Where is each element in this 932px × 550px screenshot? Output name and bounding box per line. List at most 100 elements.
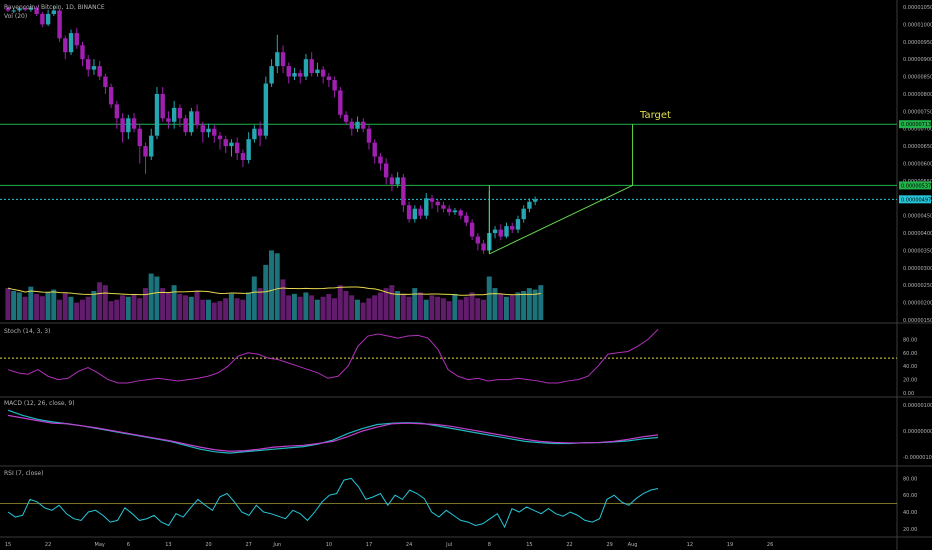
- candle-body: [68, 33, 74, 53]
- candle-body: [504, 226, 509, 237]
- candle-body: [469, 222, 475, 237]
- price-badge-label: 0.00000497: [901, 197, 931, 203]
- volume-bar: [108, 301, 114, 320]
- macd-tick-neg: -0.00000100: [903, 455, 932, 461]
- volume-bar: [320, 296, 326, 320]
- candle-body: [17, 8, 22, 11]
- volume-bar: [354, 299, 360, 320]
- rsi-tick-label: 80.00: [903, 476, 917, 482]
- macd-tick-pos: 0.00000100: [903, 403, 932, 409]
- target-label: Target: [640, 110, 671, 121]
- candle-body: [97, 66, 102, 77]
- candle-body: [120, 118, 125, 133]
- price-tick-label: 0.00000250: [903, 283, 932, 289]
- date-tick-label: 6: [127, 542, 130, 548]
- price-tick-label: 0.00000450: [903, 214, 932, 220]
- candle-body: [263, 83, 269, 136]
- volume-bar: [79, 299, 85, 320]
- volume-bar: [274, 253, 280, 320]
- volume-bar: [303, 292, 309, 320]
- volume-bar: [131, 293, 137, 320]
- volume-bar: [440, 298, 446, 320]
- volume-bar: [91, 291, 97, 320]
- stoch-title: Stoch (14, 3, 3): [4, 328, 51, 335]
- candle-body: [171, 107, 177, 122]
- date-tick-label: 8: [488, 542, 491, 548]
- rsi-line: [7, 477, 659, 529]
- candle-body: [194, 111, 200, 126]
- volume-bar: [458, 299, 464, 320]
- volume-bar: [142, 288, 148, 320]
- stoch-tick-label: 80.00: [903, 337, 917, 343]
- volume-bar: [102, 285, 108, 320]
- volume-bar: [120, 295, 125, 320]
- date-tick-label: May: [95, 542, 105, 548]
- volume-bar: [492, 288, 498, 320]
- volume-bar: [326, 293, 332, 320]
- candle-body: [51, 10, 57, 14]
- volume-bar: [171, 285, 177, 320]
- candle-body: [206, 128, 211, 133]
- volume-bar: [412, 288, 418, 320]
- candle-body: [34, 7, 39, 14]
- volume-bar: [74, 302, 80, 320]
- candle-body: [217, 135, 223, 140]
- date-tick-label: 17: [366, 542, 372, 548]
- volume-bar: [51, 289, 57, 320]
- volume-bar: [223, 298, 229, 320]
- candle-body: [452, 210, 458, 213]
- price-badge: [899, 195, 931, 204]
- candle-body: [298, 73, 303, 77]
- candle-body: [395, 177, 400, 185]
- candle-body: [475, 236, 481, 244]
- volume-bar: [395, 291, 401, 320]
- candle-body: [252, 128, 257, 140]
- candle-body: [114, 104, 120, 119]
- candle-body: [11, 10, 16, 12]
- price-tick-label: 0.00000950: [903, 40, 932, 46]
- price-tick-label: 0.00000350: [903, 248, 932, 254]
- volume-bar: [383, 288, 389, 320]
- price-tick-label: 0.00000400: [903, 231, 932, 237]
- volume-bar: [366, 298, 372, 320]
- candle-body: [40, 13, 45, 25]
- volume-bar: [389, 285, 395, 320]
- volume-bar: [372, 295, 378, 320]
- volume-bar: [349, 295, 355, 320]
- volume-bar: [28, 286, 34, 320]
- volume-bar: [521, 291, 527, 320]
- date-tick-label: 29: [606, 542, 612, 548]
- macd-line: [7, 409, 659, 454]
- volume-bar: [423, 299, 429, 320]
- candle-body: [235, 142, 240, 154]
- volume-bar: [417, 292, 423, 320]
- candle-body: [424, 198, 429, 216]
- volume-bar: [234, 298, 240, 320]
- date-tick-label: 19: [727, 542, 733, 548]
- date-tick-label: 26: [767, 542, 773, 548]
- rsi-tick-label: 20.00: [903, 527, 917, 533]
- volume-bar: [160, 288, 166, 320]
- candle-body: [498, 229, 503, 237]
- volume-bar: [268, 250, 274, 320]
- price-badge-label: 0.00000713: [901, 122, 931, 128]
- trendline: [489, 184, 633, 255]
- candle-body: [57, 10, 62, 39]
- candle-body: [275, 52, 280, 67]
- candle-body: [292, 73, 297, 77]
- candle-body: [269, 66, 274, 84]
- volume-bar: [246, 292, 252, 320]
- candle-body: [166, 118, 171, 122]
- price-tick-label: 0.00001000: [903, 22, 932, 28]
- volume-bar: [475, 298, 481, 320]
- candle-body: [361, 121, 366, 129]
- candle-body: [257, 128, 263, 136]
- volume-bar: [360, 302, 366, 320]
- volume-bar: [435, 296, 441, 320]
- volume-bar: [332, 298, 338, 320]
- candle-body: [458, 210, 463, 216]
- candle-body: [343, 114, 349, 122]
- candle-body: [464, 215, 469, 223]
- rsi-title: RSI (7, close): [4, 470, 44, 477]
